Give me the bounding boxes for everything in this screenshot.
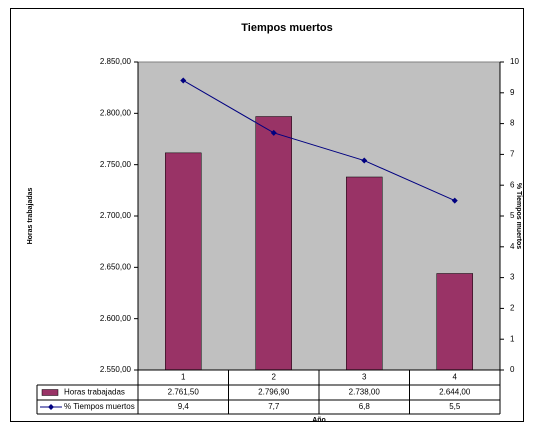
y-tick-label: 2.800,00 <box>100 108 132 117</box>
y-tick-label: 2.650,00 <box>100 262 132 271</box>
y-tick-label: 2.850,00 <box>100 57 132 66</box>
x-axis-label: Año <box>312 417 326 424</box>
y-tick-label: 2.700,00 <box>100 211 132 220</box>
y-axis-label: Horas trabajadas <box>27 187 34 244</box>
marker <box>180 77 187 84</box>
line <box>182 80 455 202</box>
y2-tick-label: 9 <box>510 88 515 97</box>
y2-tick-label: 8 <box>510 119 515 128</box>
y2-tick-label: 4 <box>510 242 515 251</box>
x-tick-label: 1 <box>181 373 186 382</box>
y2-tick-label: 7 <box>510 150 515 159</box>
x-tick-label: 4 <box>453 373 458 382</box>
bar <box>436 273 473 371</box>
x-tick-label: 2 <box>272 373 277 382</box>
y2-tick-label: 6 <box>510 180 515 189</box>
y2-tick-label: 10 <box>510 57 519 66</box>
x-tick-label: 3 <box>362 373 367 382</box>
y2-tick-label: 0 <box>510 365 515 374</box>
y2-tick-label: 3 <box>510 273 515 282</box>
table-value: 2.761,50 <box>168 388 200 397</box>
y2-tick-label: 2 <box>510 304 515 313</box>
table-value: 2.796,90 <box>258 388 290 397</box>
legend-label: % Tiempos muertos <box>64 402 135 411</box>
marker <box>361 157 368 164</box>
bar <box>346 176 383 371</box>
chart-title: Tiempos muertos <box>241 22 333 34</box>
table-value: 5,5 <box>449 402 461 411</box>
legend-label: Horas trabajadas <box>64 388 125 397</box>
legend-key <box>41 389 59 396</box>
marker <box>451 197 458 204</box>
marker <box>270 129 277 136</box>
y2-axis-label: % Tiempos muertos <box>515 183 522 249</box>
table-value: 2.644,00 <box>439 388 471 397</box>
table-value: 2.738,00 <box>349 388 381 397</box>
y2-tick-label: 1 <box>510 334 515 343</box>
y-tick-label: 2.600,00 <box>100 314 132 323</box>
y-tick-label: 2.550,00 <box>100 365 132 374</box>
bar <box>255 116 292 371</box>
legend-key <box>48 404 54 410</box>
table-value: 7,7 <box>268 402 280 411</box>
y-tick-label: 2.750,00 <box>100 160 132 169</box>
table-value: 6,8 <box>359 402 371 411</box>
y2-tick-label: 5 <box>510 211 515 220</box>
bar <box>165 152 202 371</box>
table-value: 9,4 <box>178 402 190 411</box>
